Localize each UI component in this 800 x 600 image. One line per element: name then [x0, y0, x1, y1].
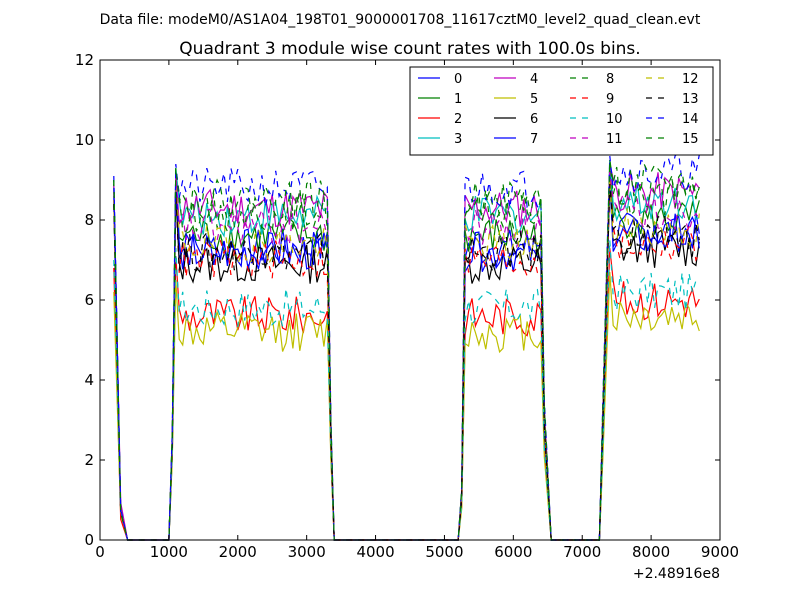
x-offset-label: +2.48916e8	[633, 566, 720, 582]
x-tick-label: 6000	[494, 543, 532, 561]
x-tick-label: 4000	[356, 543, 394, 561]
legend-label-4: 4	[530, 72, 538, 87]
legend-label-12: 12	[682, 72, 699, 87]
x-tick-label: 5000	[425, 543, 463, 561]
legend-label-7: 7	[530, 132, 538, 147]
legend-label-15: 15	[682, 132, 699, 147]
series-layer	[113, 152, 700, 541]
x-tick-label: 3000	[288, 543, 326, 561]
legend-label-11: 11	[606, 132, 623, 147]
series-line-11	[113, 171, 700, 541]
series-line-14	[113, 152, 700, 541]
legend-label-8: 8	[606, 72, 614, 87]
series-line-15	[113, 159, 700, 541]
x-tick-label: 7000	[563, 543, 601, 561]
y-tick-label: 10	[75, 131, 94, 149]
legend-label-6: 6	[530, 112, 538, 127]
x-tick-label: 2000	[219, 543, 257, 561]
y-tick-label: 6	[84, 291, 94, 309]
legend-label-10: 10	[606, 112, 623, 127]
legend-box	[409, 66, 714, 156]
legend-label-13: 13	[682, 92, 699, 107]
legend-label-0: 0	[454, 72, 462, 87]
y-tick-label: 2	[84, 451, 94, 469]
legend-label-14: 14	[682, 112, 699, 127]
axes-ticks: 0 1000 2000 3000 4000 5000 6000 7000 8000 9000 0 2 4…	[75, 51, 739, 561]
chart-title: Quadrant 3 module wise count rates with …	[179, 39, 640, 59]
x-tick-label: 1000	[150, 543, 188, 561]
series-line-12	[113, 179, 700, 541]
legend-label-9: 9	[606, 92, 614, 107]
y-tick-label: 8	[84, 211, 94, 229]
legend-label-1: 1	[454, 92, 462, 107]
x-tick-label: 9000	[701, 543, 739, 561]
series-line-10	[113, 239, 700, 541]
y-tick-label: 4	[84, 371, 94, 389]
legend-label-2: 2	[454, 112, 462, 127]
series-line-13	[113, 183, 700, 541]
x-tick-label: 8000	[632, 543, 670, 561]
x-tick-label: 0	[95, 543, 105, 561]
legend-label-3: 3	[454, 132, 462, 147]
legend-label-5: 5	[530, 92, 538, 107]
y-tick-label: 0	[84, 531, 94, 549]
y-tick-label: 12	[75, 51, 94, 69]
datafile-label: Data file: modeM0/AS1A04_198T01_90000017…	[100, 12, 701, 28]
